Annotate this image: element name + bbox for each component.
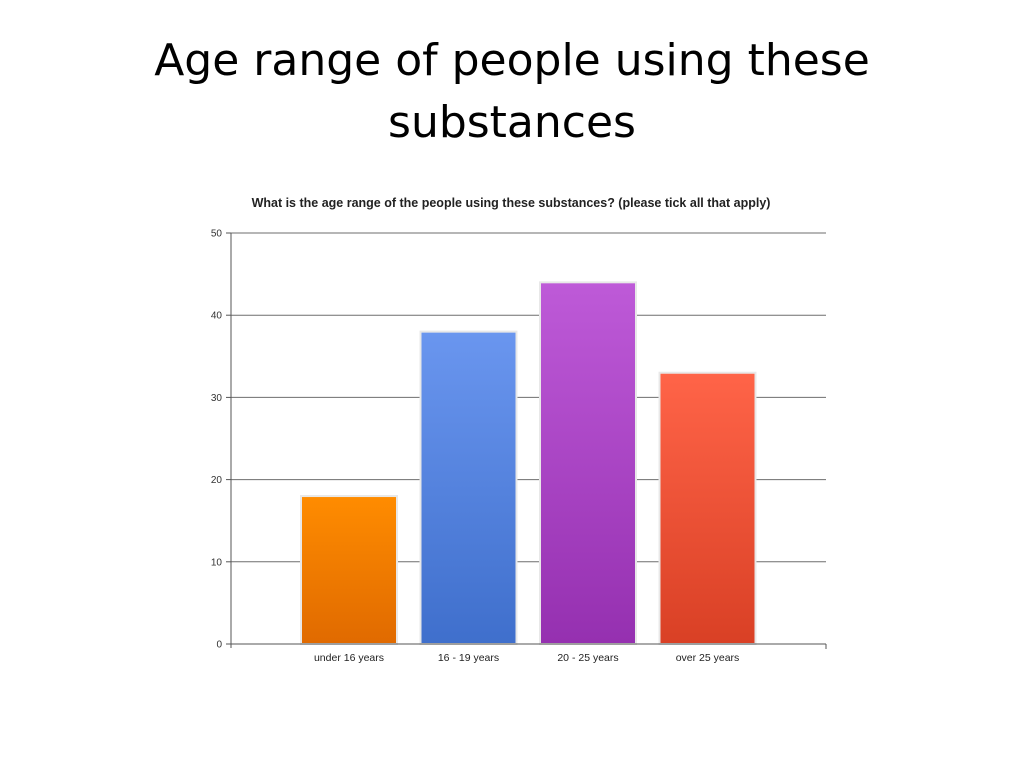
bar-16-19-years	[419, 330, 518, 645]
axes	[226, 232, 827, 649]
chart-title: What is the age range of the people usin…	[252, 196, 771, 210]
x-category-label: 16 - 19 years	[438, 652, 499, 664]
x-category-label: under 16 years	[314, 652, 384, 664]
axis-labels: 0 10 20 30 40 50 under 16 years 16 - 19 years 20…	[211, 229, 739, 665]
x-category-label: 20 - 25 years	[557, 652, 618, 664]
bar-over-25-years	[658, 371, 757, 645]
slide-title-line-2: substances	[388, 97, 636, 148]
y-tick-label: 40	[211, 311, 223, 322]
bar-20-25-years	[539, 281, 637, 645]
x-category-label: over 25 years	[676, 652, 740, 664]
slide-title-line-1: Age range of people using these	[154, 35, 870, 86]
y-tick-label: 30	[211, 393, 223, 404]
bars	[300, 281, 757, 646]
y-tick-label: 20	[211, 475, 223, 486]
y-tick-label: 0	[216, 640, 222, 651]
y-tick-label: 50	[211, 229, 223, 240]
bar-under-16-years	[300, 495, 398, 646]
y-tick-label: 10	[211, 557, 223, 568]
slide-title: Age range of people using these substanc…	[0, 30, 1024, 154]
